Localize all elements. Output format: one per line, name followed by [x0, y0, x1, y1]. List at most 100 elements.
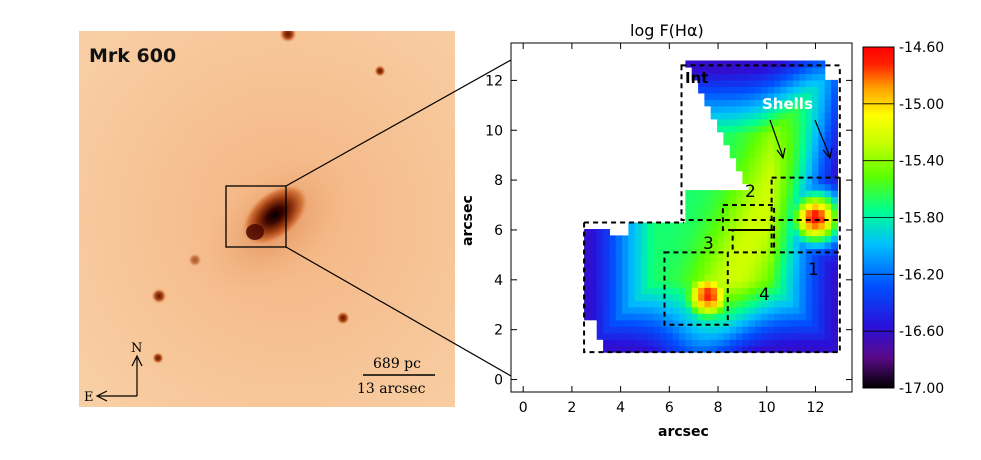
heatmap-cell: [824, 293, 832, 301]
heatmap-cell: [685, 248, 693, 256]
heatmap-cell: [780, 300, 788, 308]
heatmap-cell: [628, 222, 636, 230]
heatmap-cell: [666, 222, 674, 230]
heatmap-cell: [736, 99, 743, 107]
heatmap-cell: [831, 287, 838, 295]
heatmap-cell: [818, 131, 826, 139]
heatmap-cell: [805, 319, 813, 327]
heatmap-cell: [818, 190, 826, 198]
heatmap-cell: [710, 203, 718, 211]
heatmap-cell: [748, 66, 756, 74]
heatmap-cell: [653, 254, 661, 262]
heatmap-cell: [786, 183, 794, 191]
heatmap-cell: [736, 164, 743, 172]
heatmap-cell: [698, 209, 705, 217]
heatmap-cell: [691, 66, 699, 74]
heatmap-cell: [691, 60, 699, 68]
heatmap-cell: [729, 287, 737, 295]
heatmap-cell: [679, 326, 686, 334]
heatmap-cell: [628, 300, 636, 308]
heatmap-cell: [767, 66, 775, 74]
heatmap-cell: [824, 92, 832, 100]
heatmap-cell: [818, 313, 826, 321]
heatmap-cell: [824, 112, 832, 120]
heatmap-cell: [831, 319, 838, 327]
heatmap-cell: [596, 313, 604, 321]
heatmap-cell: [729, 105, 737, 113]
heatmap-cell: [736, 118, 743, 126]
heatmap-cell: [691, 339, 699, 347]
heatmap-cell: [761, 151, 769, 159]
heatmap-cell: [717, 254, 724, 262]
heatmap-cell: [774, 92, 781, 100]
heatmap-cell: [748, 190, 756, 198]
heatmap-cell: [799, 306, 807, 314]
heatmap-cell: [647, 248, 655, 256]
heatmap-cell: [761, 241, 769, 249]
heatmap-cell: [767, 274, 775, 282]
heatmap-cell: [831, 280, 838, 288]
heatmap-cell: [717, 190, 724, 198]
heatmap-cell: [672, 319, 680, 327]
heatmap-cell: [615, 254, 623, 262]
heatmap-cell: [786, 118, 794, 126]
heatmap-cell: [723, 300, 731, 308]
heatmap-cell: [748, 306, 756, 314]
heatmap-cell: [666, 293, 674, 301]
heatmap-cell: [755, 196, 762, 204]
region-box-4: [663, 251, 729, 326]
y-tick-label: 6: [494, 223, 503, 239]
heatmap-cell: [748, 131, 756, 139]
heatmap-cell: [666, 326, 674, 334]
heatmap-cell: [767, 326, 775, 334]
heatmap-cell: [780, 261, 788, 269]
heatmap-cell: [786, 190, 794, 198]
heatmap-cell: [622, 319, 629, 327]
heatmap-cell: [723, 241, 731, 249]
heatmap-cell: [691, 274, 699, 282]
heatmap-cell: [736, 66, 743, 74]
heatmap-cell: [818, 196, 826, 204]
heatmap-cell: [818, 254, 826, 262]
heatmap-cell: [805, 125, 813, 133]
heatmap-cell: [584, 261, 591, 269]
heatmap-cell: [609, 287, 617, 295]
heatmap-cell: [761, 261, 769, 269]
heatmap-cell: [805, 157, 813, 165]
heatmap-cell: [622, 339, 629, 347]
heatmap-cell: [761, 79, 769, 87]
heatmap-cell: [590, 300, 598, 308]
heatmap-cell: [812, 293, 819, 301]
heatmap-cell: [704, 300, 712, 308]
heatmap-cell: [698, 60, 705, 68]
region-1-label: 1: [808, 260, 819, 280]
heatmap-cell: [691, 267, 699, 275]
heatmap-cell: [793, 287, 800, 295]
heatmap-cell: [780, 339, 788, 347]
heatmap-cell: [755, 112, 762, 120]
heatmap-cell: [666, 254, 674, 262]
heatmap-cell: [824, 326, 832, 334]
heatmap-cell: [799, 131, 807, 139]
heatmap-cell: [805, 105, 813, 113]
heatmap-cell: [672, 339, 680, 347]
heatmap-cell: [748, 105, 756, 113]
heatmap-cell: [698, 66, 705, 74]
heatmap-cell: [824, 164, 832, 172]
heatmap-cell: [653, 241, 661, 249]
heatmap-cell: [748, 332, 756, 340]
colorbar-tick-label: -15.80: [899, 211, 944, 227]
x-tick-label: 12: [807, 400, 825, 416]
heatmap-cell: [761, 99, 769, 107]
heatmap-cell: [717, 125, 724, 133]
heatmap-cell: [805, 177, 813, 185]
heatmap-cell: [812, 229, 819, 237]
heatmap-cell: [780, 280, 788, 288]
heatmap-cell: [653, 229, 661, 237]
heatmap-cell: [786, 293, 794, 301]
heatmap-cell: [653, 248, 661, 256]
heatmap-cell: [799, 345, 807, 353]
heatmap-cell: [761, 280, 769, 288]
heatmap-cell: [805, 339, 813, 347]
heatmap-cell: [736, 280, 743, 288]
